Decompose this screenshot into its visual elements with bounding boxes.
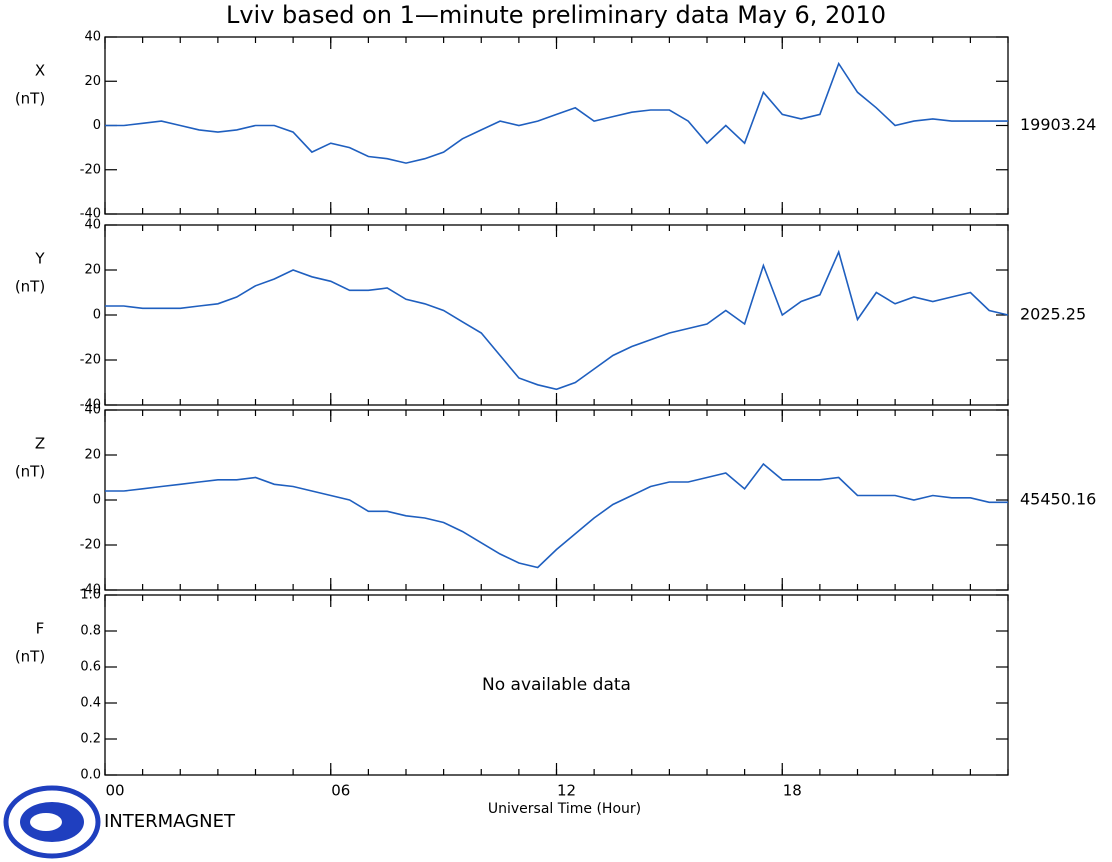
baseline-label: 19903.24	[1020, 115, 1096, 134]
y-axis-unit: (nT)	[15, 463, 45, 481]
annotation: No available data	[482, 675, 631, 695]
panel-frame	[104, 409, 1009, 591]
x-tick-label: 06	[331, 782, 350, 800]
x-tick-label: 18	[783, 782, 802, 800]
y-axis-unit: (nT)	[15, 278, 45, 296]
y-tick-label: 40	[84, 30, 101, 45]
data-line	[105, 462, 1008, 569]
y-tick-label: 0.2	[80, 732, 101, 747]
baseline-label: 45450.16	[1020, 490, 1096, 509]
x-axis-label: Universal Time (Hour)	[488, 801, 641, 817]
y-tick-label: 20	[84, 74, 101, 89]
y-tick-label: -40	[80, 583, 101, 598]
x-tick-label: 12	[557, 782, 576, 800]
y-axis-unit: (nT)	[15, 90, 45, 108]
baseline-label: 2025.25	[1020, 305, 1086, 324]
y-axis-label: Y	[34, 250, 45, 268]
y-tick-label: 40	[84, 403, 101, 418]
y-tick-label: -20	[80, 353, 101, 368]
y-tick-label: -40	[80, 207, 101, 222]
logo	[3, 785, 101, 859]
y-tick-label: 40	[84, 218, 101, 233]
y-tick-label: 1.0	[80, 588, 101, 603]
y-tick-label: 0.4	[80, 696, 101, 711]
logo-text: INTERMAGNET	[104, 811, 236, 832]
y-axis-label: F	[36, 620, 45, 638]
y-tick-label: 0	[93, 118, 101, 133]
x-tick-label: 00	[105, 782, 124, 800]
y-tick-label: 0	[93, 493, 101, 508]
data-line	[105, 249, 1009, 391]
y-tick-label: 20	[84, 263, 101, 278]
y-axis-label: X	[35, 62, 45, 80]
panel-frame	[104, 224, 1009, 406]
panel-frame	[104, 36, 1009, 215]
chart-title: Lviv based on 1—minute preliminary data …	[226, 1, 886, 29]
y-tick-label: -20	[80, 538, 101, 553]
y-tick-label: 20	[84, 448, 101, 463]
data-line	[105, 61, 1008, 164]
y-tick-label: 0	[93, 308, 101, 323]
y-tick-label: 0.8	[80, 624, 101, 639]
y-axis-unit: (nT)	[15, 648, 45, 666]
y-tick-label: -40	[80, 398, 101, 413]
y-tick-label: 0.0	[80, 768, 101, 783]
y-tick-label: 0.6	[80, 660, 101, 675]
y-tick-label: -20	[80, 162, 101, 177]
y-axis-label: Z	[35, 435, 45, 453]
